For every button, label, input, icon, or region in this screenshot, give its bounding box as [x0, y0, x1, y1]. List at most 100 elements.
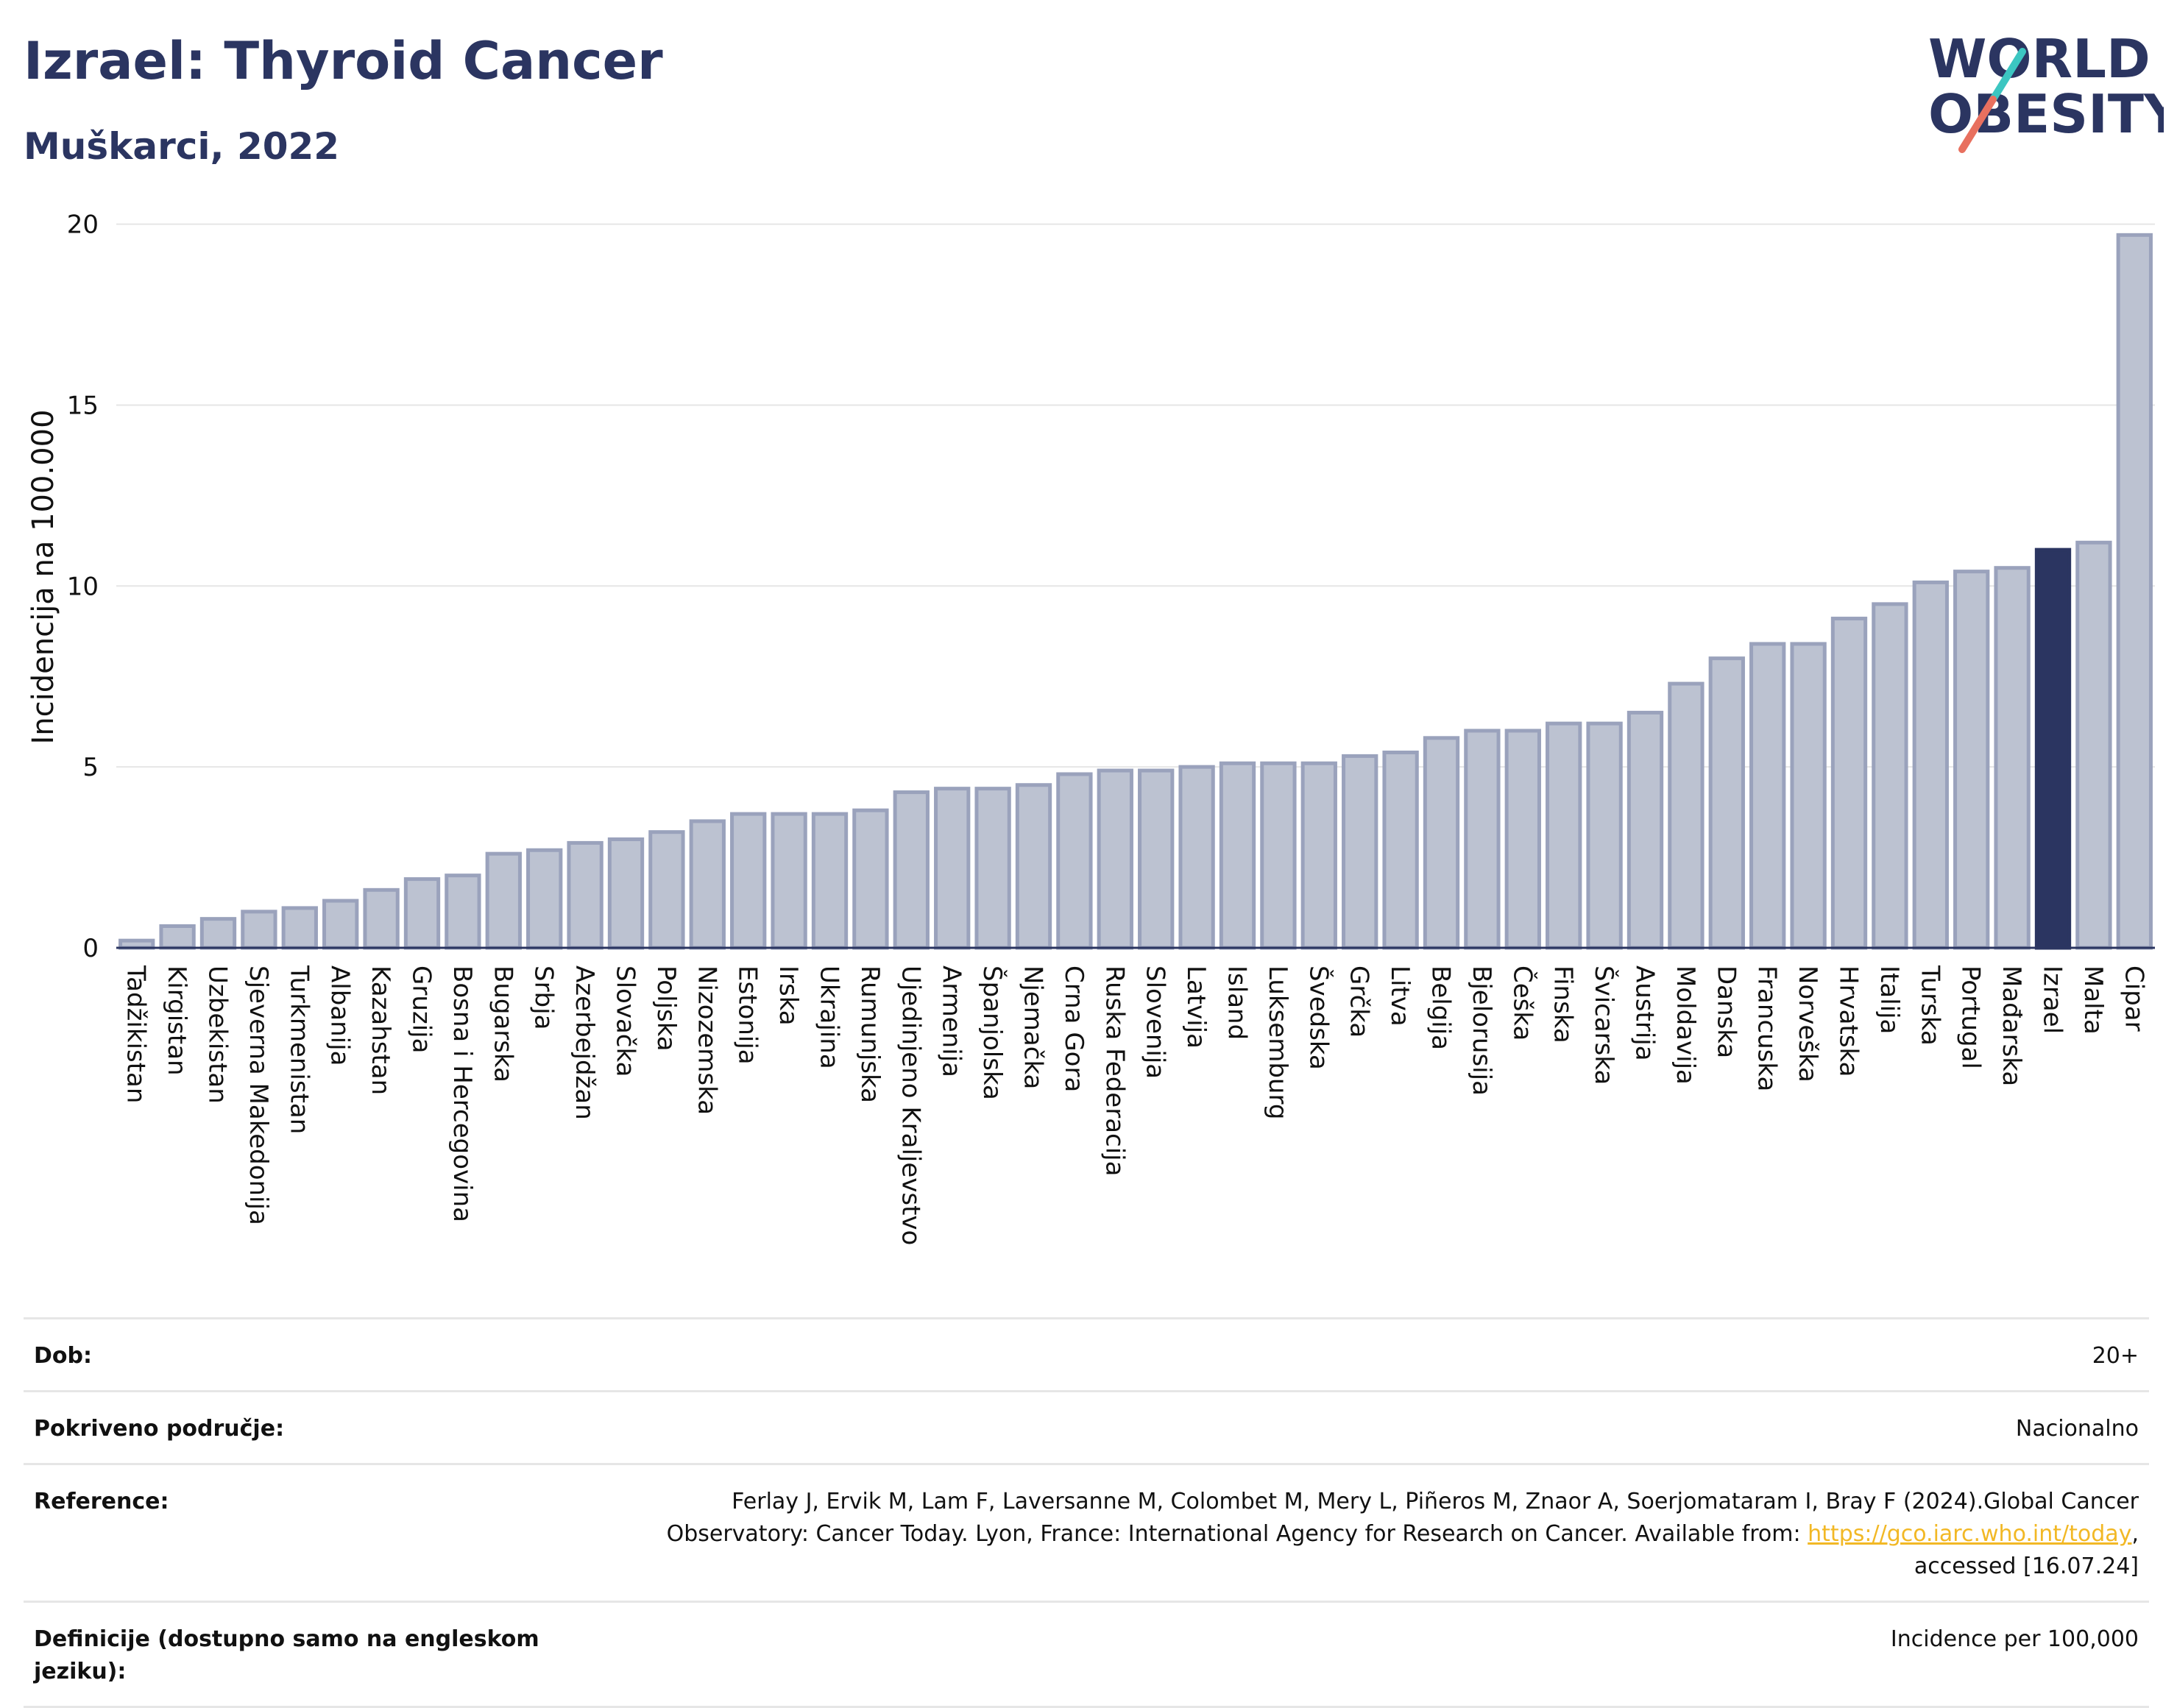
- x-tick-label: Danska: [1711, 965, 1741, 1058]
- bars: [118, 233, 2153, 950]
- x-tick-label: Irska: [774, 965, 803, 1026]
- x-tick-label: Austrija: [1630, 965, 1660, 1061]
- reference-label: Reference:: [34, 1489, 169, 1514]
- bar: [2075, 540, 2112, 950]
- bar: [485, 851, 522, 950]
- x-tick-label: Mađarska: [1997, 965, 2026, 1086]
- bar-highlight: [2034, 548, 2072, 950]
- reference-text-1: Ferlay J, Ervik M, Lam F, Laversanne M, …: [732, 1489, 2139, 1514]
- info-row-coverage: Pokriveno područje: Nacionalno: [24, 1392, 2149, 1465]
- reference-value: Ferlay J, Ervik M, Lam F, Laversanne M, …: [667, 1486, 2139, 1583]
- world-obesity-logo: WORLD OBESITY: [1928, 28, 2164, 153]
- x-tick-label: Francuska: [1752, 965, 1782, 1091]
- bar: [1219, 761, 1256, 950]
- bar: [771, 812, 807, 950]
- coverage-value: Nacionalno: [2015, 1416, 2139, 1442]
- age-label: Dob:: [34, 1343, 92, 1369]
- y-axis-label: Incidencija na 100.000: [26, 409, 60, 744]
- bar: [2116, 233, 2153, 950]
- x-tick-label: Armenija: [937, 965, 966, 1077]
- bar: [1097, 768, 1133, 950]
- x-tick-label: Turska: [1915, 965, 1944, 1046]
- bar: [811, 812, 849, 950]
- info-row-reference: Reference: Ferlay J, Ervik M, Lam F, Lav…: [24, 1465, 2149, 1603]
- x-tick-label: Kirgistan: [162, 965, 191, 1076]
- x-tick-label: Slovenija: [1141, 965, 1170, 1079]
- x-tick-label: Azerbejdžan: [570, 965, 599, 1120]
- bar: [1504, 729, 1541, 950]
- bar: [1830, 617, 1868, 950]
- x-tick-label: Gruzija: [407, 965, 436, 1053]
- x-tick-label: Njemačka: [1019, 965, 1048, 1089]
- x-tick-label: Bjelorusija: [1467, 965, 1496, 1096]
- reference-link[interactable]: https://gco.iarc.who.int/today: [1808, 1521, 2132, 1547]
- x-tick-label: Norveška: [1793, 965, 1822, 1082]
- x-tick-label: Island: [1222, 965, 1252, 1040]
- x-tick-label: Ukrajina: [815, 965, 844, 1069]
- bar: [1423, 736, 1460, 950]
- info-row-definitions: Definicije (dostupno samo na engleskom j…: [24, 1603, 2149, 1708]
- bar: [1138, 768, 1175, 950]
- x-tick-label: Moldavija: [1671, 965, 1700, 1085]
- page-subtitle: Muškarci, 2022: [24, 125, 340, 168]
- bar: [1790, 642, 1827, 950]
- bar: [852, 808, 889, 950]
- bar: [567, 840, 603, 950]
- bar: [159, 924, 196, 950]
- bar: [1342, 754, 1378, 950]
- bar: [1912, 580, 1949, 950]
- x-tick-label: Ujedinjeno Kraljevstvo: [896, 965, 925, 1245]
- bar: [322, 899, 359, 950]
- x-tick-label: Ruska Federacija: [1100, 965, 1129, 1176]
- bar: [607, 837, 645, 950]
- y-tick-label: 15: [67, 391, 99, 420]
- bar: [1015, 783, 1052, 950]
- logo-slash-teal: [1989, 48, 2026, 103]
- x-tick-label: Kazahstan: [366, 965, 395, 1095]
- x-tick-label: Poljska: [651, 965, 681, 1052]
- bar: [403, 877, 441, 950]
- bar: [1953, 570, 1990, 950]
- bar: [1749, 642, 1786, 950]
- x-tick-label: Rumunjska: [855, 965, 885, 1103]
- logo-line2: OBESITY: [1928, 83, 2164, 145]
- x-tick-label: Bugarska: [488, 965, 517, 1082]
- x-tick-label: Španjolska: [977, 965, 1008, 1100]
- bar: [1300, 761, 1337, 950]
- coverage-label: Pokriveno područje:: [34, 1416, 285, 1442]
- definitions-value: Incidence per 100,000: [1890, 1626, 2139, 1652]
- x-tick-label: Tadžikistan: [121, 965, 151, 1103]
- reference-text-3: ,: [2131, 1521, 2139, 1547]
- x-tick-label: Portugal: [1956, 965, 1986, 1069]
- bar: [281, 906, 318, 950]
- bar: [1994, 566, 2031, 950]
- x-tick-label: Estonija: [733, 965, 762, 1065]
- x-tick-label: Cipar: [2119, 965, 2148, 1032]
- page-title: Izrael: Thyroid Cancer: [24, 31, 663, 91]
- bar: [974, 787, 1011, 950]
- y-tick-label: 20: [67, 210, 99, 240]
- x-tick-label: Albanija: [325, 965, 355, 1066]
- age-value: 20+: [2092, 1343, 2139, 1369]
- bar: [648, 830, 685, 950]
- bar: [730, 812, 767, 950]
- x-tick-label: Uzbekistan: [203, 965, 233, 1104]
- x-tick-label: Švedska: [1303, 965, 1334, 1070]
- bar: [689, 819, 726, 950]
- x-tick-label: Švicarska: [1589, 965, 1619, 1085]
- bar: [526, 848, 563, 950]
- axis-labels: 0 5 10 15 20 Tadžikistan Kirgistan Uzbekistan Sj…: [26, 210, 2148, 1246]
- logo-line1: WORLD: [1928, 28, 2151, 90]
- x-tick-label: Hrvatska: [1834, 965, 1863, 1077]
- bar: [199, 917, 237, 950]
- bar: [1546, 721, 1582, 950]
- bar: [1464, 729, 1501, 950]
- reference-text-4: accessed [16.07.24]: [1914, 1553, 2139, 1579]
- x-tick-label: Belgija: [1426, 965, 1456, 1050]
- bar: [1260, 761, 1297, 950]
- bar-chart: 0 5 10 15 20 Tadžikistan Kirgistan Uzbekistan Sj…: [26, 210, 2155, 1246]
- x-tick-label: Litva: [1385, 965, 1415, 1027]
- x-tick-label: Malta: [2078, 965, 2108, 1035]
- y-tick-label: 10: [67, 572, 99, 601]
- x-tick-label: Italija: [1875, 965, 1904, 1034]
